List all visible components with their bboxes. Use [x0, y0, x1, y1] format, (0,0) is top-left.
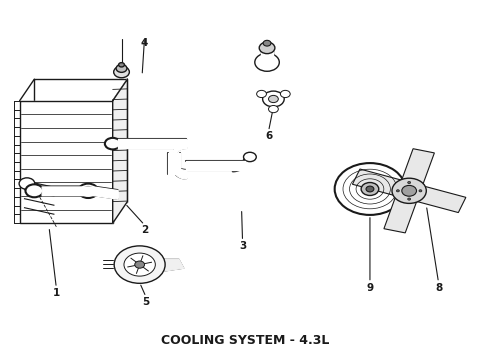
Circle shape [396, 190, 399, 192]
Circle shape [408, 181, 411, 184]
Polygon shape [396, 149, 434, 200]
Circle shape [25, 184, 43, 197]
Polygon shape [34, 79, 127, 202]
Circle shape [361, 183, 379, 195]
Polygon shape [261, 50, 273, 62]
Circle shape [78, 184, 98, 198]
Circle shape [255, 53, 279, 71]
Circle shape [19, 178, 35, 189]
Polygon shape [159, 259, 184, 272]
Text: 7: 7 [260, 55, 268, 65]
Circle shape [124, 253, 155, 276]
Polygon shape [113, 79, 127, 223]
Circle shape [392, 178, 426, 203]
Circle shape [135, 261, 145, 268]
Text: 2: 2 [141, 225, 148, 235]
Text: 9: 9 [367, 283, 373, 293]
Circle shape [259, 42, 275, 54]
Text: 4: 4 [141, 38, 148, 48]
Circle shape [257, 90, 267, 98]
Circle shape [114, 246, 165, 283]
Text: 3: 3 [239, 241, 246, 251]
Circle shape [116, 64, 127, 72]
Circle shape [263, 91, 284, 107]
Circle shape [269, 105, 278, 113]
Circle shape [402, 185, 416, 196]
Polygon shape [396, 181, 466, 212]
Circle shape [105, 138, 121, 149]
Circle shape [263, 40, 271, 46]
Circle shape [408, 198, 411, 200]
Circle shape [335, 163, 405, 215]
Circle shape [419, 190, 422, 192]
Text: 5: 5 [143, 297, 149, 307]
Polygon shape [352, 169, 422, 201]
Polygon shape [20, 101, 113, 223]
Circle shape [244, 152, 256, 162]
Text: 6: 6 [265, 131, 272, 141]
Polygon shape [384, 182, 422, 233]
Text: 8: 8 [435, 283, 442, 293]
Circle shape [82, 186, 94, 195]
Circle shape [119, 63, 124, 67]
Circle shape [366, 186, 374, 192]
Circle shape [114, 66, 129, 78]
Text: COOLING SYSTEM - 4.3L: COOLING SYSTEM - 4.3L [161, 334, 329, 347]
Circle shape [280, 90, 290, 98]
Circle shape [269, 95, 278, 103]
Text: 1: 1 [53, 288, 60, 298]
